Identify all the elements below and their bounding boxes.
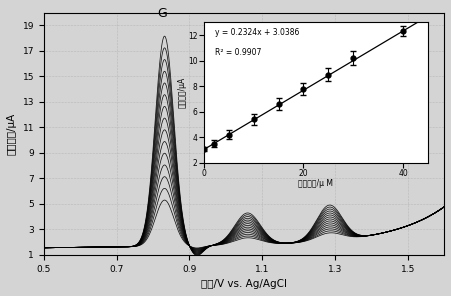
X-axis label: 电势/V vs. Ag/AgCl: 电势/V vs. Ag/AgCl <box>201 279 287 289</box>
Y-axis label: 响应电流/μA: 响应电流/μA <box>7 113 17 155</box>
Text: T: T <box>331 115 338 125</box>
Text: G: G <box>157 7 167 20</box>
Text: A: A <box>213 130 221 140</box>
